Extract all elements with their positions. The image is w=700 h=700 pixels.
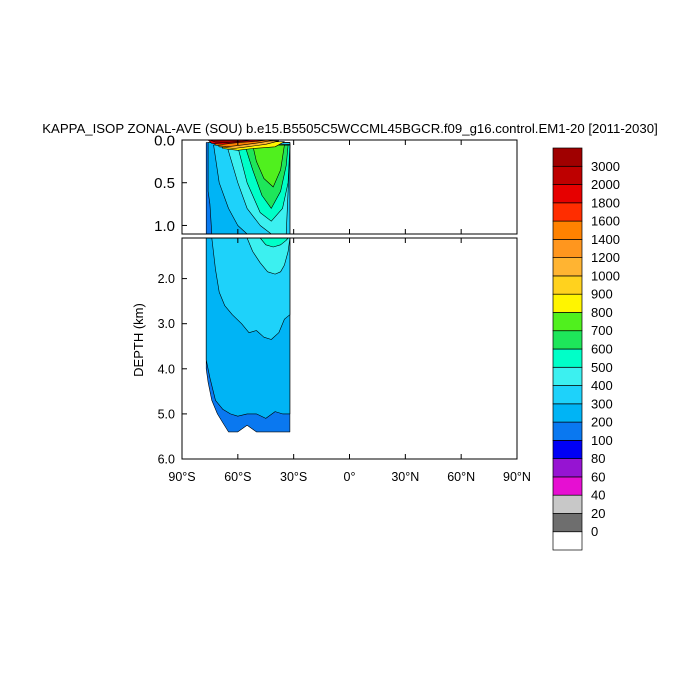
- colorbar-label: 400: [591, 378, 613, 393]
- colorbar-swatch: [552, 440, 583, 459]
- colorbar-swatch: [552, 366, 583, 386]
- colorbar-swatch: [552, 494, 583, 514]
- colorbar-swatch: [552, 458, 583, 478]
- upper-y-tick-label: 0.0: [154, 132, 175, 149]
- colorbar-label: 800: [591, 305, 613, 320]
- chart-title: KAPPA_ISOP ZONAL-AVE (SOU) b.e15.B5505C5…: [42, 121, 657, 136]
- lower-y-tick-label: 3.0: [158, 317, 175, 331]
- colorbar-label: 40: [591, 488, 605, 503]
- colorbar-swatch: [552, 385, 583, 405]
- colorbar-swatch: [552, 403, 583, 423]
- x-tick-label: 90°S: [168, 470, 195, 484]
- x-tick-label: 90°N: [503, 470, 531, 484]
- lower-y-tick-label: 6.0: [158, 453, 175, 467]
- colorbar-label: 0: [591, 524, 598, 539]
- lower-y-axis: 2.0 3.0 4.0 5.0 6.0: [158, 272, 187, 467]
- colorbar: 0 20 40 60 80 100 200 300 400 500 600 700 800 900 1000…: [552, 147, 620, 551]
- colorbar-label: 1200: [591, 250, 620, 265]
- colorbar-swatch: [552, 312, 583, 332]
- upper-y-tick-label: 1.0: [154, 218, 175, 235]
- upper-y-tick-label: 0.5: [154, 175, 175, 192]
- lower-y-tick-label: 5.0: [158, 407, 175, 421]
- colorbar-label: 80: [591, 451, 605, 466]
- colorbar-swatch: [552, 165, 583, 185]
- colorbar-label: 100: [591, 433, 613, 448]
- x-axis: 90°S 60°S 30°S 0° 30°N 60°N 90°N: [168, 140, 531, 484]
- colorbar-swatch: [552, 513, 583, 533]
- colorbar-swatch: [552, 330, 583, 350]
- colorbar-label: 600: [591, 342, 613, 357]
- colorbar-swatch: [552, 293, 583, 313]
- x-tick-label: 30°N: [391, 470, 419, 484]
- lower-contour-600: [259, 238, 289, 248]
- colorbar-label: 1400: [591, 232, 620, 247]
- colorbar-swatch: [552, 257, 583, 277]
- colorbar-swatch: [552, 220, 583, 240]
- x-tick-label: 60°S: [224, 470, 251, 484]
- colorbar-swatch: [552, 202, 583, 222]
- x-tick-label: 30°S: [280, 470, 307, 484]
- colorbar-swatch: [552, 184, 583, 204]
- colorbar-label: 1800: [591, 195, 620, 210]
- x-tick-label: 60°N: [447, 470, 475, 484]
- upper-contour-3000: [209, 140, 253, 143]
- colorbar-swatch: [552, 239, 583, 258]
- colorbar-label: 1600: [591, 214, 620, 229]
- colorbar-swatch: [552, 147, 583, 167]
- colorbar-label: 700: [591, 323, 613, 338]
- colorbar-label: 300: [591, 396, 613, 411]
- lower-y-tick-label: 2.0: [158, 272, 175, 286]
- upper-panel-contours: [205, 140, 291, 234]
- x-tick-label: 0°: [344, 470, 356, 484]
- colorbar-label: 1000: [591, 268, 620, 283]
- colorbar-label: 200: [591, 415, 613, 430]
- y-axis-label: DEPTH (km): [131, 303, 146, 377]
- colorbar-label: 20: [591, 506, 605, 521]
- colorbar-label: 500: [591, 360, 613, 375]
- colorbar-label: 900: [591, 287, 613, 302]
- colorbar-swatch: [552, 531, 583, 551]
- colorbar-label: 3000: [591, 159, 620, 174]
- colorbar-label: 2000: [591, 177, 620, 192]
- colorbar-swatch: [552, 275, 583, 295]
- lower-contour-500: [246, 238, 291, 275]
- colorbar-swatch: [552, 421, 583, 441]
- colorbar-swatch: [552, 348, 583, 368]
- upper-y-axis: 0.0 0.5 1.0: [154, 132, 187, 235]
- lower-panel-contours: [205, 238, 291, 433]
- lower-y-tick-label: 4.0: [158, 362, 175, 376]
- upper-contour-800: [252, 144, 285, 188]
- colorbar-label: 60: [591, 469, 605, 484]
- colorbar-swatch: [552, 476, 583, 496]
